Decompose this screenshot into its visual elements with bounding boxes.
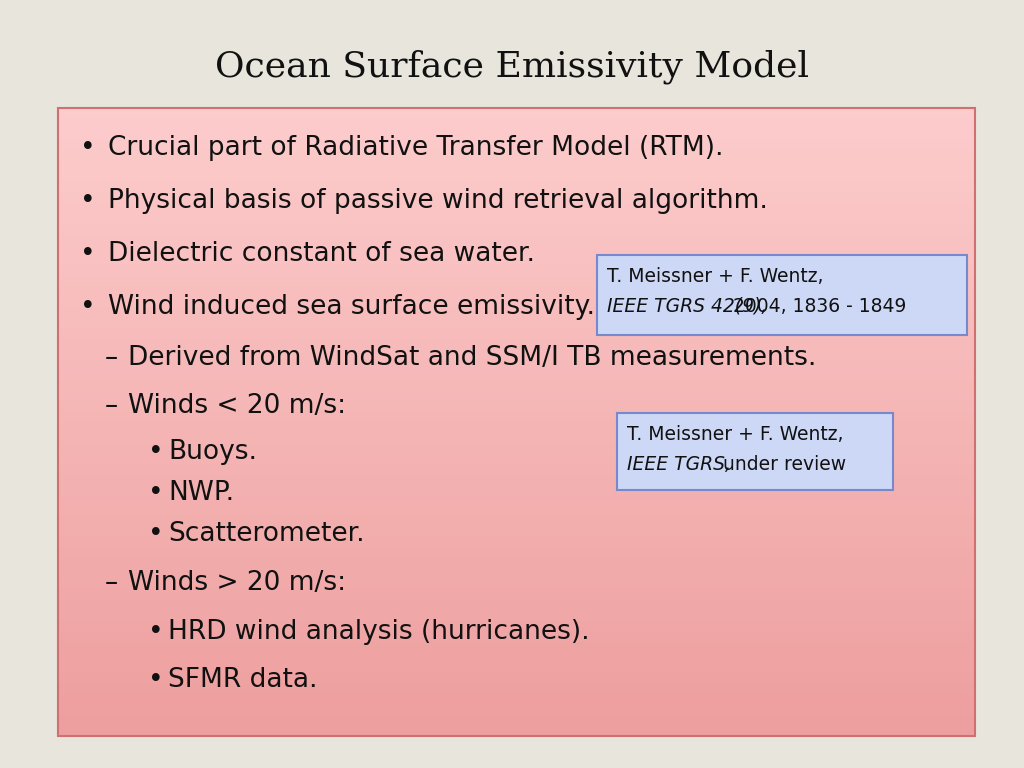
- Bar: [58, 694, 975, 704]
- Bar: [58, 190, 975, 202]
- Bar: [58, 620, 975, 631]
- Bar: [58, 515, 975, 527]
- Bar: [58, 484, 975, 495]
- Text: –: –: [105, 570, 118, 596]
- Text: under review: under review: [717, 455, 846, 474]
- Text: NWP.: NWP.: [168, 480, 234, 506]
- Bar: [58, 306, 975, 317]
- Bar: [58, 118, 975, 129]
- Text: –: –: [105, 393, 118, 419]
- Bar: [58, 180, 975, 192]
- Bar: [58, 348, 975, 359]
- Bar: [617, 413, 893, 490]
- Bar: [58, 599, 975, 611]
- Bar: [58, 724, 975, 736]
- Bar: [58, 568, 975, 579]
- Text: IEEE TGRS 42(9),: IEEE TGRS 42(9),: [607, 297, 767, 316]
- Bar: [58, 253, 975, 265]
- Text: SFMR data.: SFMR data.: [168, 667, 317, 693]
- Text: •: •: [80, 188, 95, 214]
- Bar: [58, 505, 975, 516]
- Bar: [58, 421, 975, 432]
- Text: T. Meissner + F. Wentz,: T. Meissner + F. Wentz,: [627, 425, 844, 444]
- Bar: [58, 264, 975, 276]
- Bar: [58, 525, 975, 537]
- Text: Winds < 20 m/s:: Winds < 20 m/s:: [128, 393, 346, 419]
- Bar: [58, 651, 975, 663]
- Bar: [58, 473, 975, 485]
- Text: Wind induced sea surface emissivity.: Wind induced sea surface emissivity.: [108, 294, 595, 320]
- Text: Physical basis of passive wind retrieval algorithm.: Physical basis of passive wind retrieval…: [108, 188, 768, 214]
- Bar: [58, 243, 975, 254]
- Bar: [58, 662, 975, 674]
- Bar: [58, 316, 975, 328]
- Bar: [58, 536, 975, 548]
- Text: •: •: [148, 439, 164, 465]
- Bar: [58, 609, 975, 621]
- Bar: [58, 547, 975, 558]
- Text: Buoys.: Buoys.: [168, 439, 257, 465]
- Text: IEEE TGRS,: IEEE TGRS,: [627, 455, 731, 474]
- Bar: [58, 369, 975, 380]
- Bar: [58, 296, 975, 307]
- Text: •: •: [148, 480, 164, 506]
- Bar: [58, 285, 975, 296]
- Text: T. Meissner + F. Wentz,: T. Meissner + F. Wentz,: [607, 267, 823, 286]
- Bar: [58, 641, 975, 652]
- Bar: [58, 107, 975, 118]
- Text: •: •: [80, 135, 95, 161]
- Text: Dielectric constant of sea water.: Dielectric constant of sea water.: [108, 241, 535, 267]
- Text: HRD wind analysis (hurricanes).: HRD wind analysis (hurricanes).: [168, 619, 590, 645]
- Text: •: •: [80, 241, 95, 267]
- Bar: [58, 149, 975, 161]
- Text: Winds > 20 m/s:: Winds > 20 m/s:: [128, 570, 346, 596]
- Bar: [597, 255, 967, 335]
- Text: Scatterometer.: Scatterometer.: [168, 521, 365, 547]
- Bar: [58, 108, 975, 736]
- Text: –: –: [105, 345, 118, 371]
- Text: Crucial part of Radiative Transfer Model (RTM).: Crucial part of Radiative Transfer Model…: [108, 135, 724, 161]
- Bar: [58, 222, 975, 233]
- Text: Ocean Surface Emissivity Model: Ocean Surface Emissivity Model: [215, 50, 809, 84]
- Bar: [58, 128, 975, 140]
- Bar: [58, 631, 975, 642]
- Bar: [58, 557, 975, 568]
- Bar: [58, 578, 975, 590]
- Bar: [58, 337, 975, 349]
- Bar: [58, 138, 975, 150]
- Bar: [58, 452, 975, 464]
- Bar: [58, 495, 975, 506]
- Bar: [58, 683, 975, 694]
- Text: •: •: [148, 667, 164, 693]
- Bar: [58, 274, 975, 286]
- Bar: [58, 358, 975, 369]
- Text: •: •: [148, 619, 164, 645]
- Bar: [58, 411, 975, 422]
- Bar: [58, 233, 975, 244]
- Bar: [58, 588, 975, 600]
- Bar: [58, 327, 975, 338]
- Bar: [58, 212, 975, 223]
- Bar: [58, 400, 975, 412]
- Bar: [58, 201, 975, 213]
- Text: •: •: [148, 521, 164, 547]
- Bar: [58, 672, 975, 684]
- Bar: [58, 714, 975, 726]
- Bar: [58, 432, 975, 443]
- Bar: [58, 159, 975, 170]
- Bar: [58, 379, 975, 391]
- Text: 2004, 1836 - 1849: 2004, 1836 - 1849: [727, 297, 906, 316]
- Bar: [58, 389, 975, 401]
- Bar: [58, 170, 975, 181]
- Text: Derived from WindSat and SSM/I TB measurements.: Derived from WindSat and SSM/I TB measur…: [128, 345, 816, 371]
- Bar: [58, 463, 975, 475]
- Bar: [58, 442, 975, 453]
- Text: •: •: [80, 294, 95, 320]
- Bar: [58, 703, 975, 715]
